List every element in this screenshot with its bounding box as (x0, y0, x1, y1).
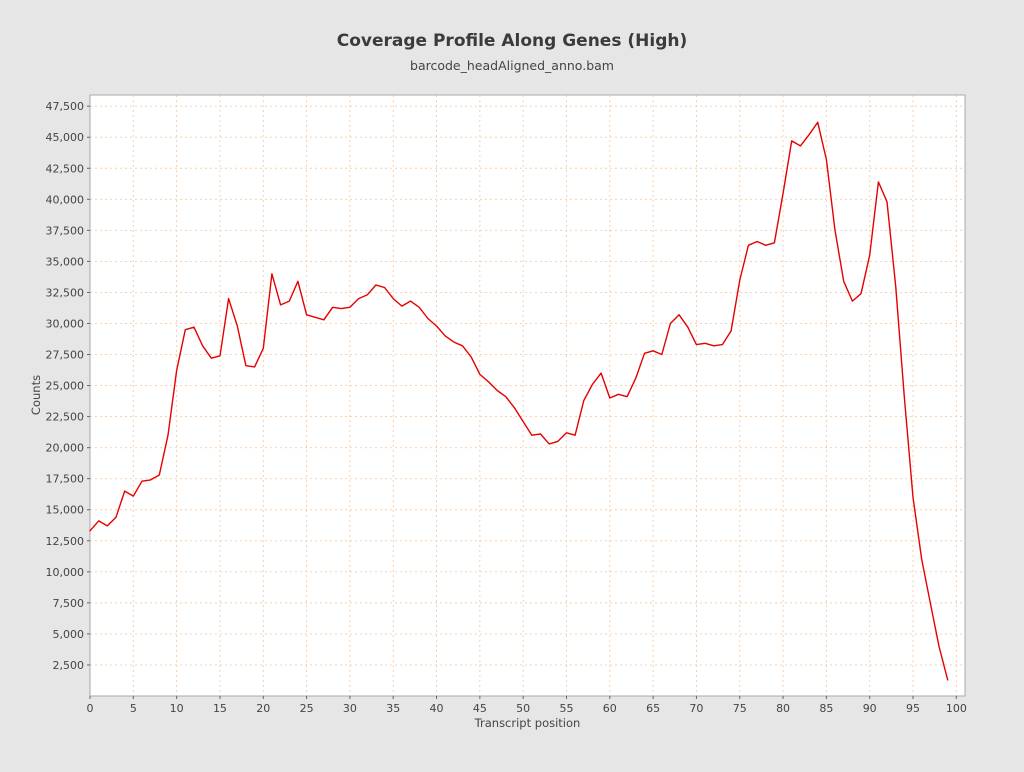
x-tick-label: 10 (170, 702, 184, 715)
x-tick-label: 85 (819, 702, 833, 715)
y-tick-label: 7,500 (53, 597, 85, 610)
y-tick-label: 12,500 (46, 535, 85, 548)
y-tick-label: 22,500 (46, 411, 85, 424)
x-tick-label: 0 (87, 702, 94, 715)
y-tick-label: 15,000 (46, 504, 85, 517)
x-tick-label: 15 (213, 702, 227, 715)
y-tick-label: 5,000 (53, 628, 85, 641)
y-tick-label: 20,000 (46, 442, 85, 455)
grid-lines (89, 95, 965, 696)
x-tick-label: 65 (646, 702, 660, 715)
x-tick-label: 25 (300, 702, 314, 715)
x-tick-label: 75 (733, 702, 747, 715)
x-tick-label: 30 (343, 702, 357, 715)
x-tick-label: 55 (559, 702, 573, 715)
x-tick-label: 35 (386, 702, 400, 715)
x-tick-label: 60 (603, 702, 617, 715)
x-tick-label: 5 (130, 702, 137, 715)
x-tick-label: 20 (256, 702, 270, 715)
y-tick-label: 25,000 (46, 380, 85, 393)
y-tick-label: 45,000 (46, 131, 85, 144)
x-tick-label: 80 (776, 702, 790, 715)
y-tick-label: 42,500 (46, 162, 85, 175)
y-tick-label: 37,500 (46, 224, 85, 237)
x-axis-ticks: 0 5 10 15 20 25 30 35 40 45 50 55 60 65 70 75 80 85 90 95 10… (87, 696, 967, 715)
x-tick-label: 95 (906, 702, 920, 715)
x-tick-label: 45 (473, 702, 487, 715)
y-tick-label: 47,500 (46, 100, 85, 113)
x-tick-label: 70 (689, 702, 703, 715)
x-axis-label: Transcript position (474, 716, 581, 730)
coverage-line (89, 121, 949, 681)
y-tick-label: 32,500 (46, 286, 85, 299)
y-tick-label: 10,000 (46, 566, 85, 579)
chart-title: Coverage Profile Along Genes (High) (336, 31, 688, 51)
x-tick-label: 90 (863, 702, 877, 715)
x-tick-label: 50 (516, 702, 530, 715)
y-axis-label: Counts (29, 374, 43, 416)
y-tick-label: 27,500 (46, 349, 85, 362)
plot-background (90, 95, 965, 696)
y-tick-label: 2,500 (53, 659, 85, 672)
y-tick-label: 30,000 (46, 317, 85, 330)
y-tick-label: 17,500 (46, 473, 85, 486)
x-tick-label: 40 (430, 702, 444, 715)
plot-border (89, 94, 966, 697)
y-tick-label: 35,000 (46, 255, 85, 268)
chart-subtitle: barcode_headAligned_anno.bam (410, 58, 614, 73)
y-tick-label: 40,000 (46, 193, 85, 206)
y-axis-ticks: 2,500 5,000 7,500 10,000 12,500 15,000 17,500 2… (46, 100, 90, 672)
x-tick-label: 100 (946, 702, 967, 715)
